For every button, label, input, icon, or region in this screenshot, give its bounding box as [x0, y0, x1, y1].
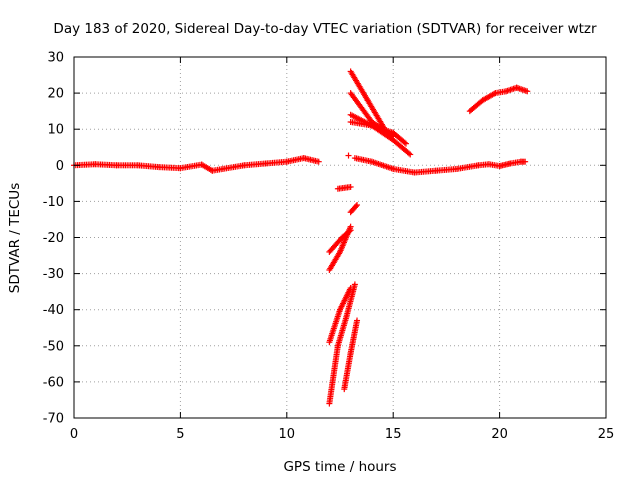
y-tick-label: 10: [47, 123, 64, 138]
x-tick-label: 5: [176, 427, 184, 442]
data-point: [354, 317, 361, 324]
data-point: [405, 150, 412, 157]
data-point: [351, 281, 358, 288]
data-point: [345, 152, 352, 159]
y-tick-label: -60: [43, 375, 64, 390]
y-tick-label: -50: [43, 339, 64, 354]
x-axis-label: GPS time / hours: [283, 459, 396, 475]
y-tick-label: -20: [43, 231, 64, 246]
y-tick-label: -40: [43, 303, 64, 318]
y-tick-label: 30: [47, 51, 64, 66]
y-tick-label: -30: [43, 267, 64, 282]
data-point: [347, 285, 354, 292]
data-point: [401, 139, 408, 146]
data-series: [71, 68, 531, 407]
data-point: [347, 183, 354, 190]
data-point: [315, 158, 322, 165]
y-tick-label: 20: [47, 87, 64, 102]
data-point: [402, 140, 409, 147]
x-tick-label: 10: [279, 427, 296, 442]
data-point: [522, 158, 529, 165]
chart-title: Day 183 of 2020, Sidereal Day-to-day VTE…: [53, 21, 597, 37]
data-point: [346, 228, 353, 235]
x-tick-label: 20: [491, 427, 508, 442]
data-point: [354, 202, 361, 209]
x-tick-label: 25: [598, 427, 615, 442]
y-tick-label: -10: [43, 195, 64, 210]
axis-ticks: 0 5 10 15 20 25 30 20 10 0 -10 -20 -30 -40 -50 -60 -70: [43, 51, 615, 443]
data-point: [352, 203, 359, 210]
x-tick-label: 15: [385, 427, 402, 442]
data-point: [347, 227, 354, 234]
y-tick-label: 0: [56, 159, 64, 174]
y-axis-label: SDTVAR / TECUs: [7, 183, 23, 293]
y-tick-label: -70: [43, 412, 64, 427]
data-point: [407, 151, 414, 158]
data-point: [524, 88, 531, 95]
x-tick-label: 0: [70, 427, 78, 442]
